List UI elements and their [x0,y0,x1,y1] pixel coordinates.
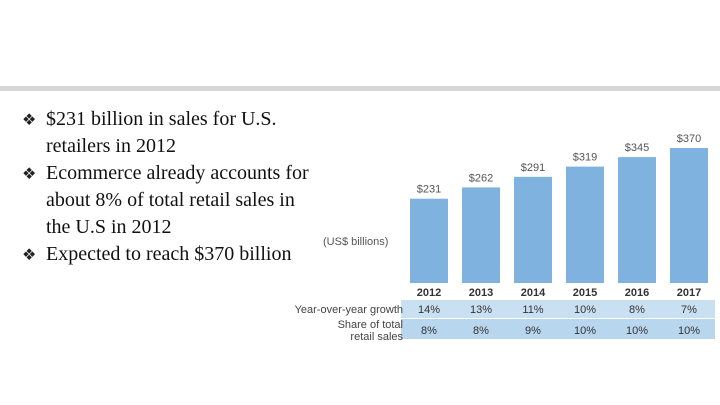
year-label-2017: 2017 [677,287,701,299]
bullet-text: Ecommerce already accounts for about 8% … [46,162,309,238]
year-label-2013: 2013 [469,287,493,299]
growth-row-band [401,300,715,318]
share-cell-2017: 10% [678,325,700,337]
share-row-label: Share of total retail sales [338,319,404,343]
bar-value-label-2014: $291 [521,162,545,174]
share-row-band [401,319,715,339]
bar-2017 [670,148,708,283]
diamond-bullet-icon: ❖ [22,245,37,264]
diamond-bullet-icon: ❖ [22,164,37,183]
bar-value-label-2017: $370 [677,133,701,145]
bar-value-label-2016: $345 [625,142,649,154]
bar-2016 [618,157,656,283]
share-row-label-line: Share of total [338,319,403,331]
bar-value-label-2012: $231 [417,184,441,196]
bar-2014 [514,176,552,283]
share-row-label-line: retail sales [350,331,403,343]
share-cell-2014: 9% [525,325,541,337]
growth-cell-2017: 7% [681,304,697,316]
bullet-text: $231 billion in sales for U.S. retailers… [46,108,277,157]
share-cell-2013: 8% [473,325,489,337]
growth-row-label: Year-over-year growth [295,304,403,316]
header-divider [0,86,720,91]
share-cell-2012: 8% [421,325,437,337]
share-cell-2015: 10% [574,325,596,337]
bullet-item: ❖ $231 billion in sales for U.S. retaile… [22,106,322,160]
year-label-2015: 2015 [573,287,597,299]
bar-2013 [462,187,500,283]
diamond-bullet-icon: ❖ [22,110,37,129]
bar-2015 [566,166,604,283]
growth-cell-2014: 11% [522,304,543,316]
bullet-text: Expected to reach $370 billion [46,243,292,265]
year-label-2014: 2014 [521,287,546,299]
share-cell-2016: 10% [626,325,648,337]
chart-unit-label: (US$ billions) [323,236,389,248]
growth-cell-2013: 13% [470,304,492,316]
year-label-2016: 2016 [625,287,649,299]
growth-cell-2015: 10% [574,304,596,316]
bar-2012 [410,198,448,283]
growth-cell-2012: 14% [418,304,440,316]
bullet-item: ❖ Ecommerce already accounts for about 8… [22,160,322,241]
year-label-2012: 2012 [417,287,441,299]
bar-value-label-2013: $262 [469,172,493,184]
growth-cell-2016: 8% [629,304,645,316]
bullet-list: ❖ $231 billion in sales for U.S. retaile… [22,106,322,268]
bullet-item: ❖ Expected to reach $370 billion [22,241,322,268]
bar-value-label-2015: $319 [573,152,597,164]
